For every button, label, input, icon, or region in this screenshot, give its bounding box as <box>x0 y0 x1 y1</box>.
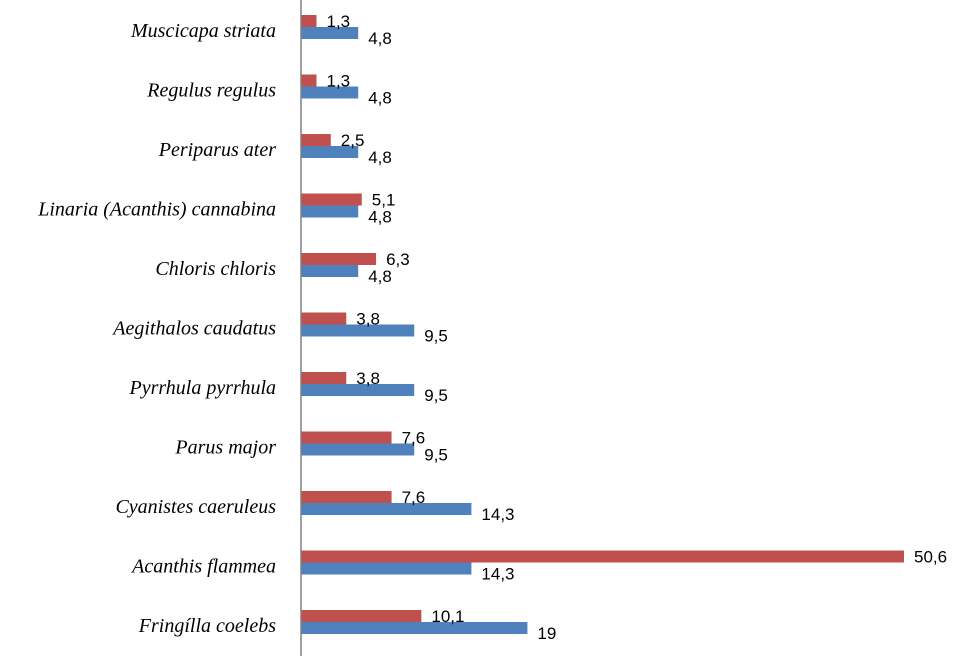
bar-blue <box>301 265 359 277</box>
bar-red <box>301 491 392 503</box>
bar-blue <box>301 443 415 456</box>
value-label-blue: 4,8 <box>368 148 392 167</box>
category-label: Linaria (Acanthis) cannabina <box>37 199 276 221</box>
value-label-blue: 4,8 <box>368 29 392 48</box>
bar-blue <box>301 146 359 158</box>
value-label-blue: 19 <box>537 624 556 643</box>
bar-red <box>301 134 331 146</box>
value-label-blue: 9,5 <box>424 327 448 346</box>
bar-blue <box>301 324 415 337</box>
bar-blue <box>301 503 472 515</box>
value-label-blue: 14,3 <box>481 565 514 584</box>
bar-red <box>301 193 362 206</box>
category-labels-layer: Muscicapa striata Regulus regulus Periparu… <box>37 20 276 637</box>
value-label-red: 50,6 <box>914 548 947 567</box>
category-label: Muscicapa striata <box>130 20 276 42</box>
bar-red <box>301 610 422 622</box>
category-label: Fringílla coelebs <box>138 615 276 637</box>
bar-red <box>301 550 904 563</box>
value-label-blue: 4,8 <box>368 89 392 108</box>
value-label-red: 7,6 <box>402 429 426 448</box>
category-label: Regulus regulus <box>146 80 276 102</box>
value-label-blue: 4,8 <box>368 208 392 227</box>
value-label-red: 3,8 <box>356 369 380 388</box>
bars-layer <box>301 15 904 634</box>
bar-red <box>301 372 347 384</box>
category-label: Acanthis flammea <box>130 556 276 578</box>
value-label-red: 7,6 <box>402 488 426 507</box>
value-label-red: 3,8 <box>356 310 380 329</box>
category-label: Cyanistes caeruleus <box>115 496 276 518</box>
bar-red <box>301 253 377 265</box>
bar-red <box>301 431 392 444</box>
value-labels-layer: 1,34,81,34,82,54,85,14,86,34,83,89,53,89… <box>326 12 947 643</box>
value-label-red: 2,5 <box>341 131 365 150</box>
category-label: Aegithalos caudatus <box>111 318 276 340</box>
value-label-red: 6,3 <box>386 250 410 269</box>
bar-blue <box>301 27 359 39</box>
bar-red <box>301 74 317 87</box>
value-label-blue: 4,8 <box>368 267 392 286</box>
value-label-blue: 9,5 <box>424 446 448 465</box>
value-label-red: 1,3 <box>326 12 350 31</box>
bar-blue <box>301 86 359 99</box>
category-label: Parus major <box>174 437 276 459</box>
bar-red <box>301 15 317 27</box>
category-label: Chloris chloris <box>155 258 276 280</box>
category-label: Periparus ater <box>158 139 276 161</box>
value-label-red: 5,1 <box>372 191 396 210</box>
bar-blue <box>301 384 415 396</box>
bar-red <box>301 312 347 325</box>
value-label-blue: 9,5 <box>424 386 448 405</box>
value-label-red: 1,3 <box>326 72 350 91</box>
bar-blue <box>301 205 359 218</box>
category-label: Pyrrhula pyrrhula <box>129 377 277 399</box>
value-label-blue: 14,3 <box>481 505 514 524</box>
bar-blue <box>301 622 528 634</box>
value-label-red: 10,1 <box>431 607 464 626</box>
bar-blue <box>301 562 472 575</box>
